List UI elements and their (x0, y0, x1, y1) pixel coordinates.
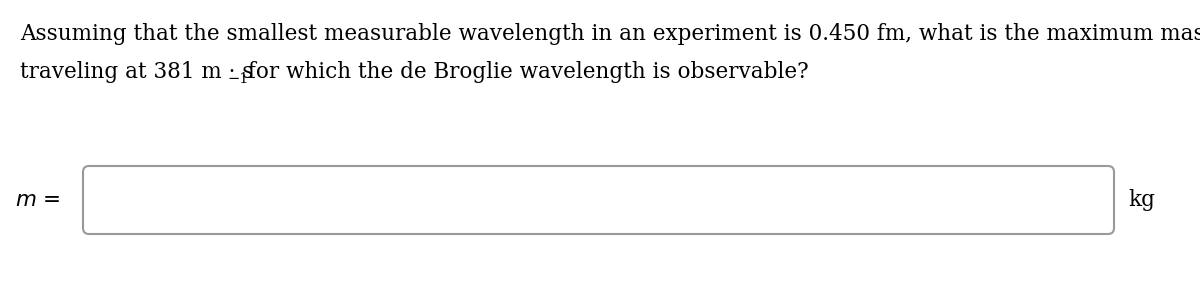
Text: traveling at 381 m · s: traveling at 381 m · s (20, 61, 253, 83)
Text: −1: −1 (227, 72, 248, 86)
Text: $m$ =: $m$ = (14, 189, 60, 211)
Text: for which the de Broglie wavelength is observable?: for which the de Broglie wavelength is o… (241, 61, 809, 83)
Text: Assuming that the smallest measurable wavelength in an experiment is 0.450 fm, w: Assuming that the smallest measurable wa… (20, 23, 1200, 45)
FancyBboxPatch shape (83, 166, 1114, 234)
Text: kg: kg (1128, 189, 1154, 211)
